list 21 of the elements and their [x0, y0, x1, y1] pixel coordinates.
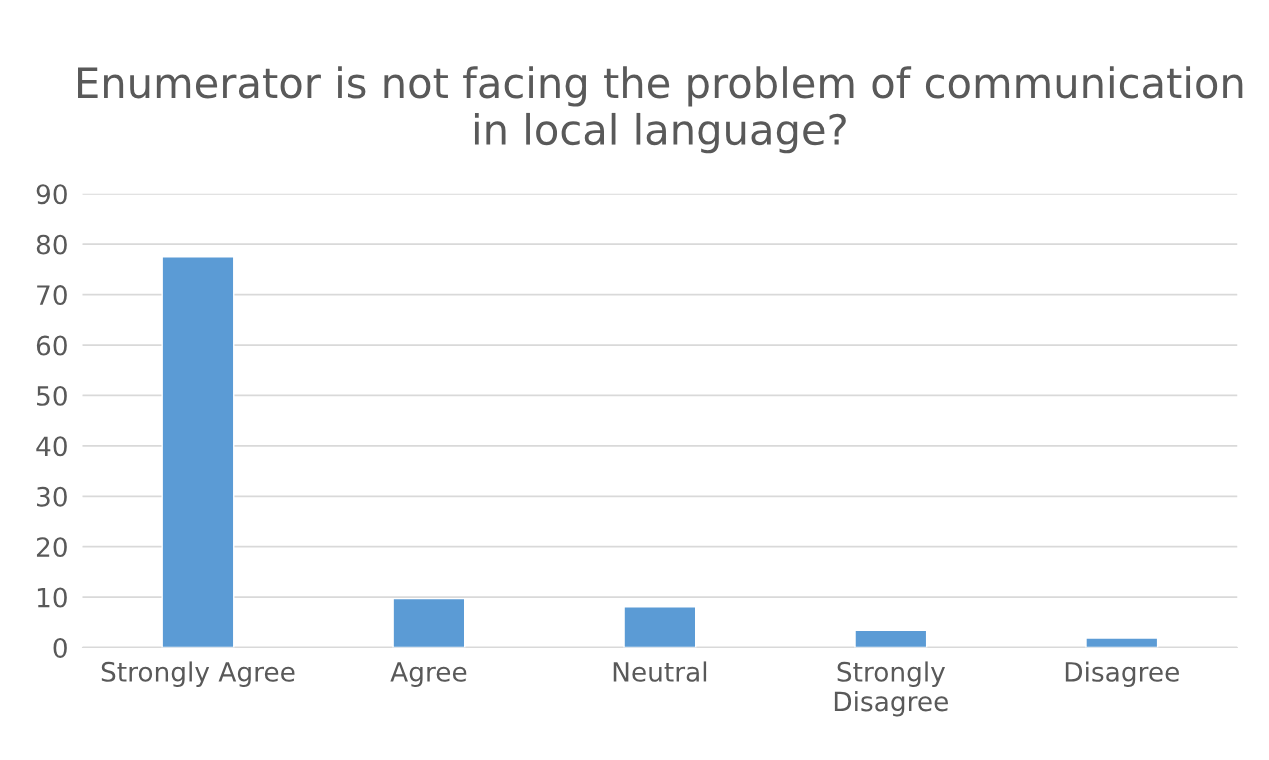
y-tick-label: 20	[36, 537, 67, 558]
y-tick-label: 60	[36, 335, 67, 356]
bar	[392, 597, 466, 648]
bar	[1085, 637, 1159, 648]
chart-title: Enumerator is not facing the problem of communication in local language?	[78, 66, 1243, 154]
x-tick-label: Strongly Disagree	[834, 661, 948, 717]
x-tick-label: Strongly Agree	[101, 661, 295, 687]
y-tick-label: 0	[53, 637, 67, 658]
bar	[161, 256, 235, 648]
bar	[623, 605, 697, 648]
x-tick-label: Agree	[390, 662, 467, 687]
x-tick-label: Neutral	[613, 661, 707, 682]
y-tick-label: 80	[36, 234, 67, 255]
y-tick-label: 30	[37, 486, 67, 507]
y-tick-label: 40	[36, 436, 67, 457]
y-tick-label: 70	[37, 285, 67, 306]
y-tick-label: 50	[37, 385, 67, 406]
y-tick-label: 10	[37, 587, 67, 608]
x-tick-label: Disagree	[1065, 661, 1179, 687]
bar	[854, 629, 928, 648]
y-tick-label: 90	[36, 184, 67, 205]
